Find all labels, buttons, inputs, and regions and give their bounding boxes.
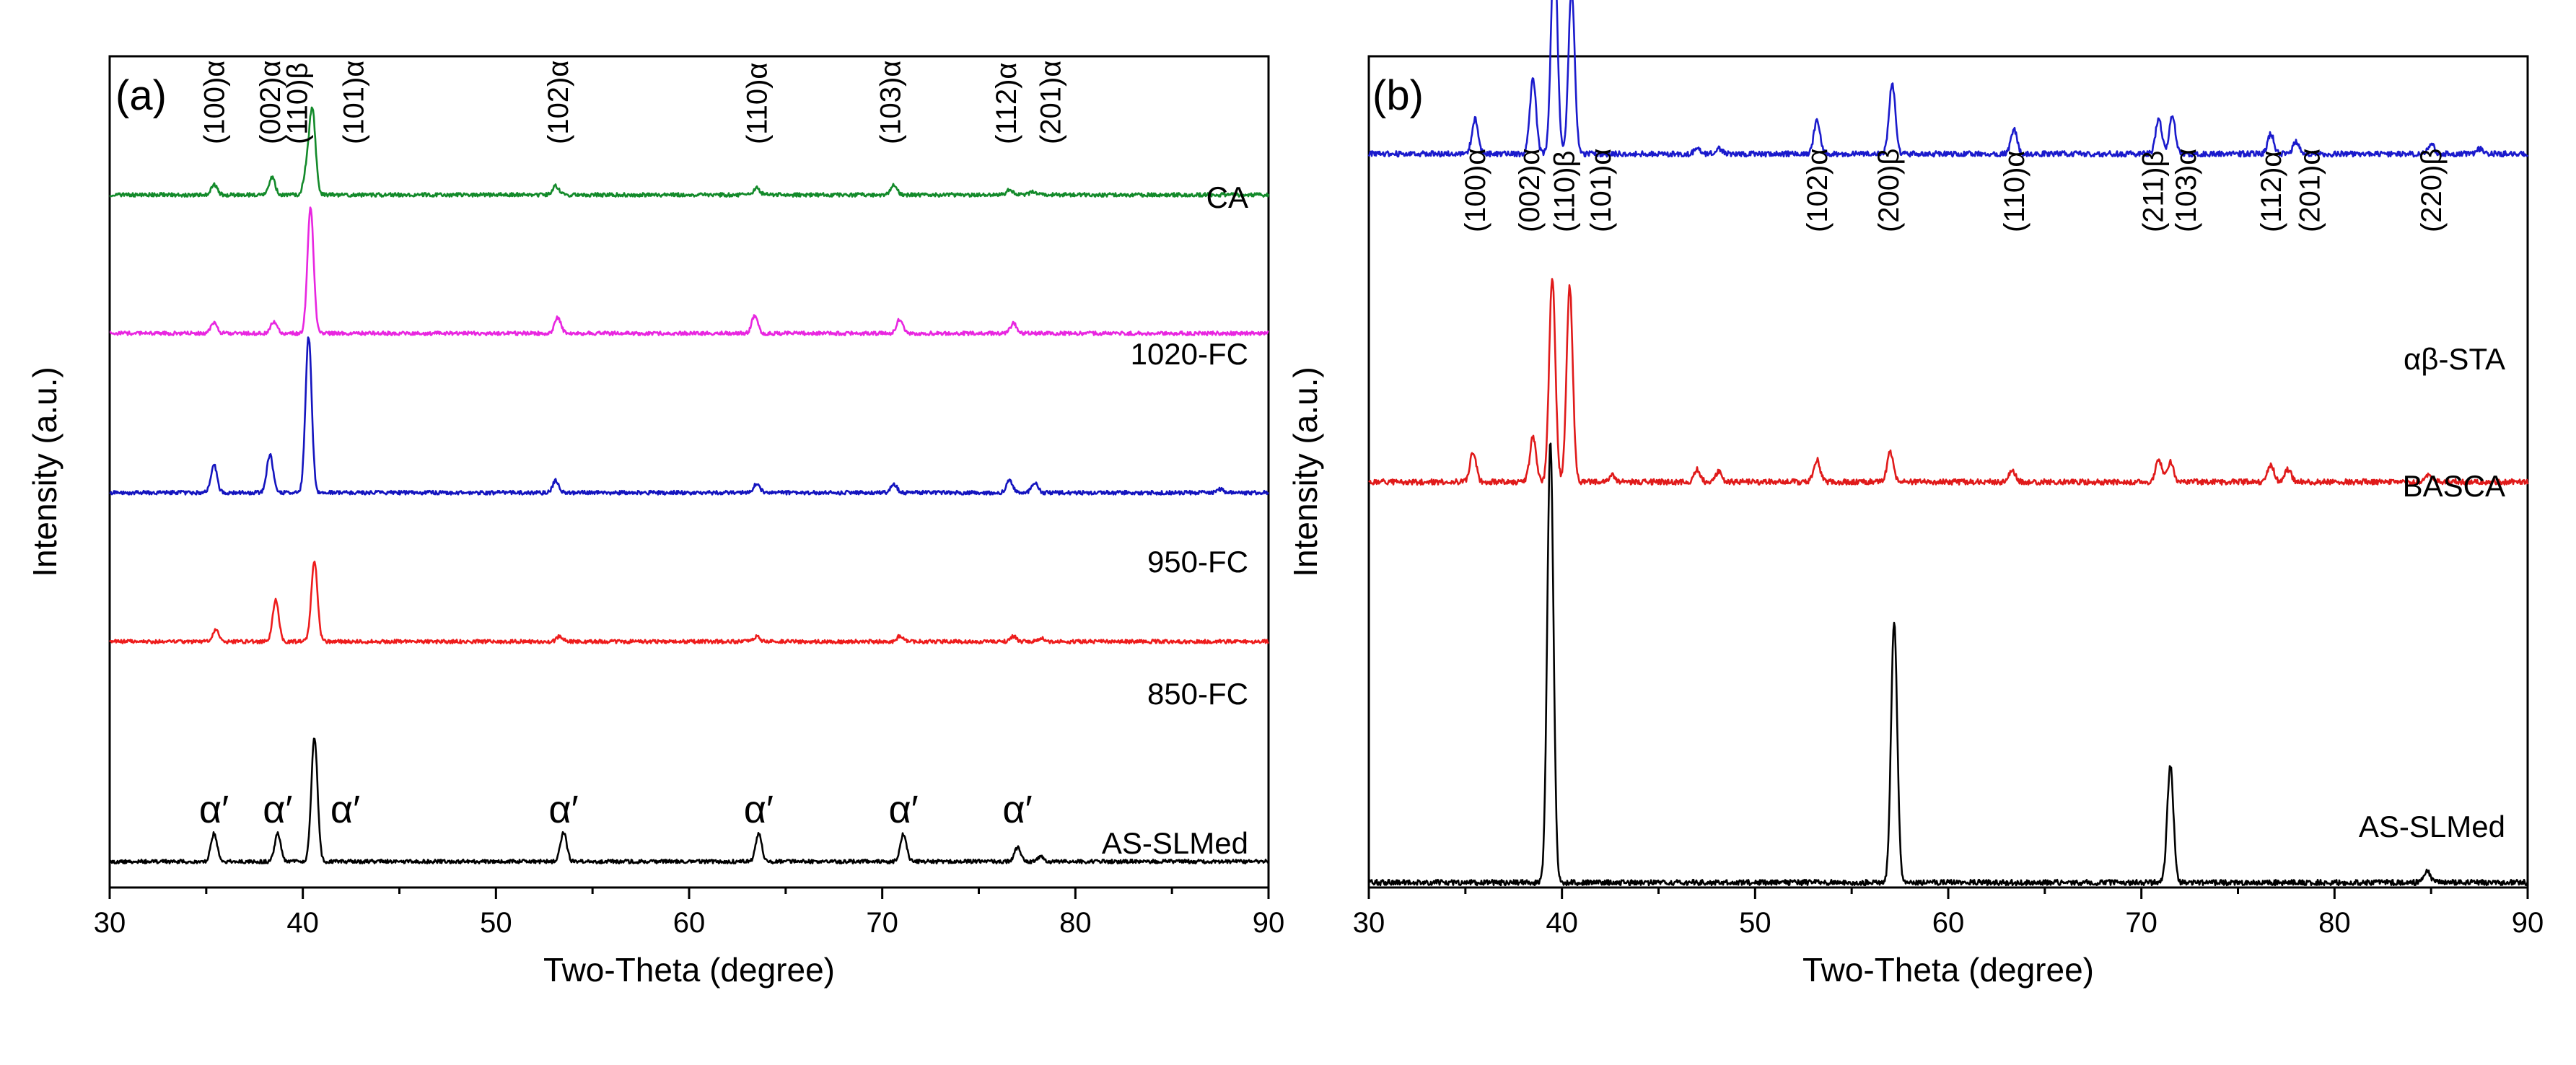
x-tick-label: 30 xyxy=(94,907,126,939)
x-axis-label: Two-Theta (degree) xyxy=(1802,951,2094,989)
peak-index-label: (002)α xyxy=(255,60,286,144)
phase-label: α′ xyxy=(744,788,774,831)
peak-index-label: (110)β xyxy=(1548,151,1580,232)
phase-label: α′ xyxy=(263,788,292,831)
panel-label: (b) xyxy=(1372,72,1424,119)
x-tick-label: 70 xyxy=(2125,907,2157,939)
peak-index-label: (002)α xyxy=(1514,148,1546,232)
peak-index-label: (201)α xyxy=(2295,148,2326,232)
plot-frame xyxy=(108,55,1270,889)
series-label: AS-SLMed xyxy=(1102,826,1248,860)
series-line-1020-fc xyxy=(109,206,1269,336)
x-tick-label: 90 xyxy=(1253,907,1285,939)
peak-index-label: (101)α xyxy=(1585,148,1617,232)
series-label: CA xyxy=(1206,180,1248,214)
peak-index-label: (100)α xyxy=(1460,148,1491,232)
series-label: 1020-FC xyxy=(1131,337,1248,371)
phase-label: α′ xyxy=(199,788,229,831)
phase-label: α′ xyxy=(1002,788,1032,831)
x-tick-label: 30 xyxy=(1353,907,1385,939)
series-label: 950-FC xyxy=(1147,545,1248,579)
x-tick-label: 70 xyxy=(866,907,898,939)
peak-index-label: (110)α xyxy=(1999,150,2030,232)
series-line-950-fc xyxy=(109,336,1270,496)
y-axis-label: Intensity (a.u.) xyxy=(26,367,63,577)
x-tick-label: 50 xyxy=(1739,907,1771,939)
series-line-ca xyxy=(109,106,1270,198)
peak-index-label: (110)α xyxy=(742,62,774,144)
peak-index-label: (103)α xyxy=(2170,148,2202,232)
peak-index-label: (102)α xyxy=(1802,148,1834,232)
series-label: αβ-STA xyxy=(2404,342,2505,376)
x-tick-label: 60 xyxy=(673,907,706,939)
peak-index-label: (112)α xyxy=(2256,150,2287,232)
peak-index-label: (102)α xyxy=(543,60,574,144)
peak-index-label: (110)β xyxy=(282,63,314,144)
peak-index-label: (100)α xyxy=(199,60,231,144)
panel-b: 30 40 50 60 70 80 90 Two-Theta (degree) Intensit… xyxy=(1287,0,2544,989)
series-line-as-slmed xyxy=(1367,442,2529,887)
series-line-as-slmed xyxy=(108,737,1270,864)
peak-index-label: (103)α xyxy=(875,60,906,144)
series-label: BASCA xyxy=(2403,469,2505,503)
x-tick-label: 40 xyxy=(1546,907,1578,939)
x-tick-label: 90 xyxy=(2512,907,2544,939)
series-line--sta xyxy=(1367,0,2529,158)
panel-a: 30 40 50 60 70 80 90 Two-Theta (degree) Intensit… xyxy=(26,55,1285,989)
peak-index-label: (201)α xyxy=(1035,60,1067,144)
phase-label: α′ xyxy=(330,788,360,831)
peak-index-label: (101)α xyxy=(338,60,369,144)
series-line-850-fc xyxy=(109,561,1269,645)
peak-index-label: (112)α xyxy=(991,62,1022,144)
phase-label: α′ xyxy=(548,788,578,831)
x-tick-label: 80 xyxy=(1059,907,1092,939)
peak-index-label: (200)β xyxy=(1873,149,1905,232)
y-axis-label: Intensity (a.u.) xyxy=(1287,367,1324,577)
series-label: AS-SLMed xyxy=(2359,810,2505,843)
x-axis-label: Two-Theta (degree) xyxy=(543,951,835,989)
peak-index-label: (211)β xyxy=(2138,151,2170,232)
x-tick-label: 60 xyxy=(1932,907,1965,939)
x-tick-label: 80 xyxy=(2318,907,2351,939)
x-tick-label: 40 xyxy=(286,907,319,939)
x-tick-label: 50 xyxy=(480,907,512,939)
phase-label: α′ xyxy=(888,788,918,831)
peak-index-label: (220)β xyxy=(2416,149,2448,232)
series-label: 850-FC xyxy=(1147,677,1248,711)
series-line-basca xyxy=(1368,278,2529,486)
panel-label: (a) xyxy=(115,72,167,119)
